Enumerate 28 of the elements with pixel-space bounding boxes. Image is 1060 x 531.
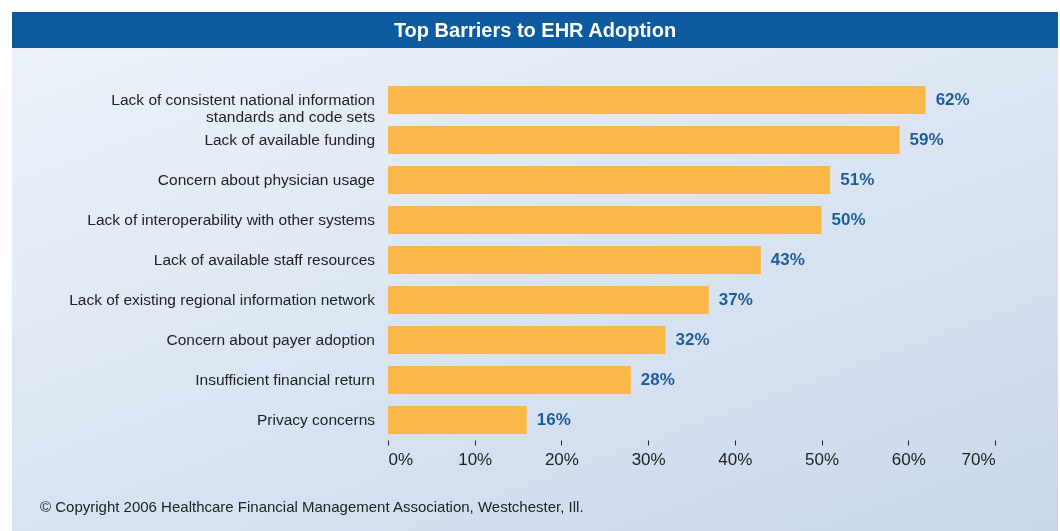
data-label: 37% xyxy=(718,290,753,309)
x-tick-label: 0% xyxy=(388,449,414,469)
y-tick-label: Lack of consistent national information standards and code sets xyxy=(111,91,376,125)
data-label: 32% xyxy=(675,330,710,349)
x-tick-label: 40% xyxy=(718,449,753,469)
x-tick-label: 20% xyxy=(544,449,579,469)
x-tick-label: 30% xyxy=(631,449,666,469)
data-label: 16% xyxy=(536,410,571,429)
data-label: 43% xyxy=(770,250,805,269)
x-tick-label: 60% xyxy=(891,449,926,469)
y-tick-label: Lack of interoperability with other systems xyxy=(87,211,376,228)
y-tick-label: Insufficient financial return xyxy=(195,371,375,388)
y-tick-label: Lack of existing regional information network xyxy=(69,291,376,308)
data-label: 59% xyxy=(909,130,944,149)
data-label: 50% xyxy=(831,210,866,229)
text: © Copyright 2006 Healthcare Financial Management Association, Westchester, Ill. xyxy=(40,498,584,515)
y-tick-label: Lack of available funding xyxy=(204,131,375,148)
y-tick-label: Privacy concerns xyxy=(256,411,376,428)
data-label: 28% xyxy=(640,370,675,389)
x-tick-label: 50% xyxy=(805,449,840,469)
y-tick-label: Concern about physician usage xyxy=(157,171,375,188)
y-tick-label: Lack of available staff resources xyxy=(153,251,376,268)
chart-title: Top Barriers to EHR Adoption xyxy=(12,12,1058,48)
data-label: 51% xyxy=(840,170,875,189)
x-tick-label: 70% xyxy=(961,449,996,469)
y-tick-label: Concern about payer adoption xyxy=(166,331,375,348)
x-tick-label: 10% xyxy=(458,449,493,469)
data-label: 62% xyxy=(935,90,970,109)
